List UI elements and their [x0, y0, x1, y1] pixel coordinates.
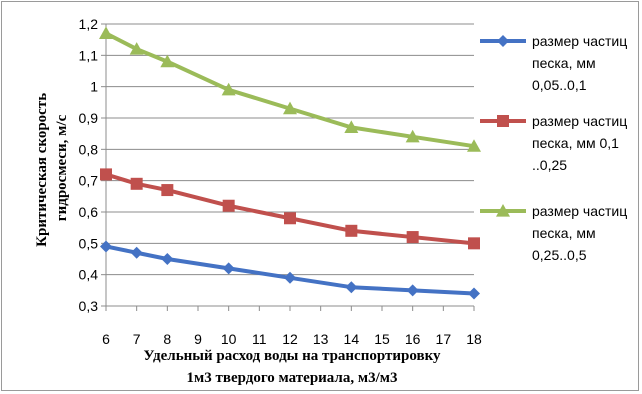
y-axis-title-line2: гидросмеси, м/с	[54, 114, 70, 221]
series-3-line	[105, 31, 475, 149]
series-lines	[99, 26, 481, 300]
series-1-point	[222, 262, 235, 275]
series-3-point	[129, 42, 144, 55]
series-1-point	[468, 287, 480, 300]
legend-3-label: размер частиц	[532, 203, 627, 219]
x-tick-label: 12	[282, 331, 298, 347]
legend-1-label: песка, мм	[532, 55, 596, 71]
x-tick-label: 17	[436, 331, 452, 347]
y-tick-label: 0,4	[79, 267, 99, 283]
y-tick-label: 0,3	[79, 298, 99, 314]
series-1-point	[161, 253, 174, 265]
y-tick-label: 0,5	[79, 235, 99, 251]
x-tick-label: 7	[133, 331, 141, 347]
series-2-point	[468, 237, 480, 250]
y-tick-labels: 0,3 0,4 0,5 0,6 0,7 0,8 0,9 1 1,1 1,2	[79, 16, 99, 314]
series-2-point	[345, 224, 358, 237]
series-2-line	[105, 172, 475, 246]
series-3-point	[405, 129, 420, 143]
axes	[101, 23, 475, 311]
legend-2-label: песка, мм 0,1	[532, 135, 619, 151]
legend-1-label: 0,05..0,1	[532, 77, 587, 93]
legend-2-marker	[497, 115, 509, 127]
series-2-point	[406, 231, 419, 244]
y-axis-title-line1: Критическая скорость	[34, 93, 50, 247]
series-3-point	[99, 26, 113, 39]
series-1-point	[284, 271, 296, 284]
x-tick-label: 16	[405, 331, 421, 347]
x-tick-label: 10	[221, 331, 237, 347]
x-tick-label: 15	[374, 331, 390, 347]
x-tick-label: 8	[163, 331, 171, 347]
x-tick-label: 18	[466, 331, 482, 347]
y-tick-label: 0,8	[79, 141, 99, 157]
y-tick-label: 1	[90, 79, 98, 95]
series-3-point	[467, 139, 481, 152]
x-axis-title-line2: 1м3 твердого материала, м3/м3	[187, 370, 398, 386]
series-3-point	[160, 54, 175, 68]
series-3-point	[283, 101, 297, 115]
y-tick-label: 1,2	[79, 16, 99, 32]
series-2-point	[161, 184, 174, 197]
legend-1-label: размер частиц	[532, 33, 627, 49]
series-2-point	[100, 168, 112, 181]
legend-3-label: песка, мм	[532, 225, 596, 241]
y-tick-label: 0,6	[79, 204, 99, 220]
y-axis-title: Критическая скорость гидросмеси, м/с	[34, 89, 70, 247]
series-1-point	[130, 246, 143, 259]
x-tick-labels: 6 7 8 9 10 11 12 13 14 15 16 17 18	[102, 331, 482, 347]
x-tick-label: 6	[102, 331, 110, 347]
x-tick-label: 11	[252, 331, 267, 347]
legend: размер частиц песка, мм 0,05..0,1 размер ча…	[480, 33, 627, 263]
y-tick-label: 0,7	[79, 173, 99, 189]
series-3-point	[344, 120, 359, 133]
legend-3-label: 0,25..0,5	[532, 247, 587, 263]
x-tick-label: 9	[194, 331, 202, 347]
series-2-point	[222, 199, 235, 212]
series-1-point	[345, 281, 358, 294]
y-tick-label: 1,1	[79, 47, 99, 63]
x-tick-label: 14	[344, 331, 360, 347]
series-3-point	[221, 82, 236, 96]
series-2-point	[130, 177, 143, 190]
gridlines	[106, 23, 474, 276]
legend-2-label: размер частиц	[532, 113, 627, 129]
legend-1-marker	[497, 35, 509, 47]
series-2-point	[284, 212, 296, 225]
x-axis-title-line1: Удельный расход воды на транспортировку	[143, 348, 441, 364]
series-1-point	[406, 284, 419, 297]
legend-3-marker	[496, 204, 510, 217]
x-tick-label: 13	[313, 331, 329, 347]
legend-2-label: ..0,25	[532, 157, 567, 173]
series-1-line	[105, 244, 475, 296]
series-1-point	[100, 240, 112, 253]
y-tick-label: 0,9	[79, 110, 99, 126]
